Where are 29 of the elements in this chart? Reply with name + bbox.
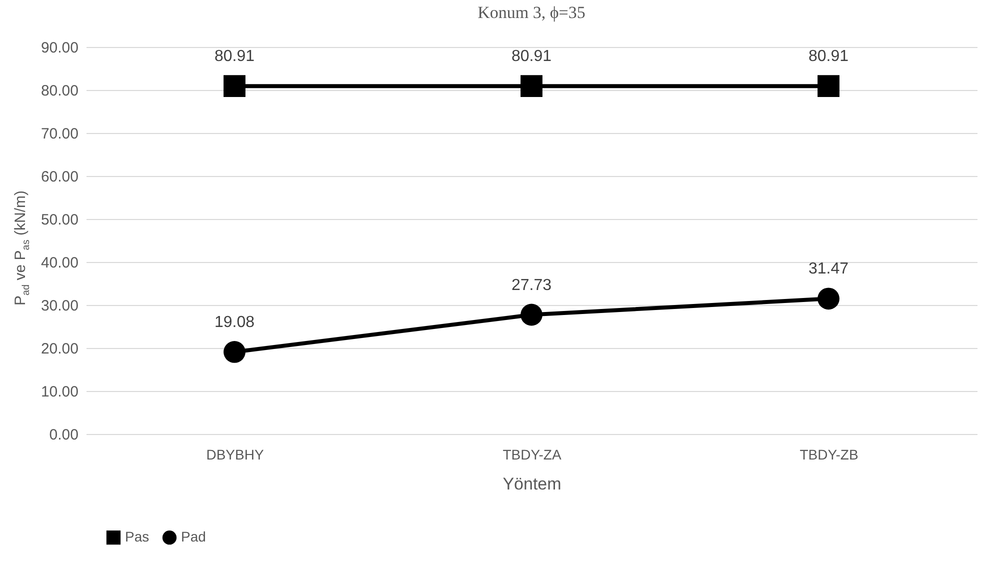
data-label: 19.08 (214, 314, 255, 331)
y-tick-label: 60.00 (40, 168, 78, 186)
x-tick-label: TBDY-ZB (800, 446, 858, 462)
y-tick-label: 10.00 (40, 384, 78, 400)
x-tick-label: DBYBHY (206, 446, 264, 462)
legend-label: Pas (125, 528, 150, 545)
y-tick-label: 90.00 (40, 40, 78, 56)
point (818, 75, 840, 98)
y-tick-label: 0.00 (49, 426, 78, 444)
y-tick-label: 30.00 (40, 298, 78, 314)
y-tick-label: 50.00 (40, 212, 78, 228)
legend-label: Pad (181, 528, 206, 545)
data-label: 80.91 (214, 48, 255, 66)
chart-title: Konum 3, ϕ=35 (478, 3, 586, 22)
point (224, 341, 246, 363)
point (520, 75, 542, 98)
data-label: 80.91 (511, 48, 552, 66)
x-tick-label: TBDY-ZA (502, 446, 562, 462)
data-label: 80.91 (808, 48, 849, 66)
x-axis-title: Yöntem (502, 474, 562, 494)
point (520, 304, 542, 326)
y-tick-label: 80.00 (40, 82, 78, 100)
data-label: 27.73 (511, 276, 552, 294)
y-tick-label: 20.00 (40, 340, 78, 358)
point (818, 288, 840, 310)
data-label: 31.47 (808, 260, 849, 278)
point (224, 75, 246, 98)
y-tick-label: 70.00 (40, 126, 78, 142)
y-tick-label: 40.00 (40, 254, 78, 272)
